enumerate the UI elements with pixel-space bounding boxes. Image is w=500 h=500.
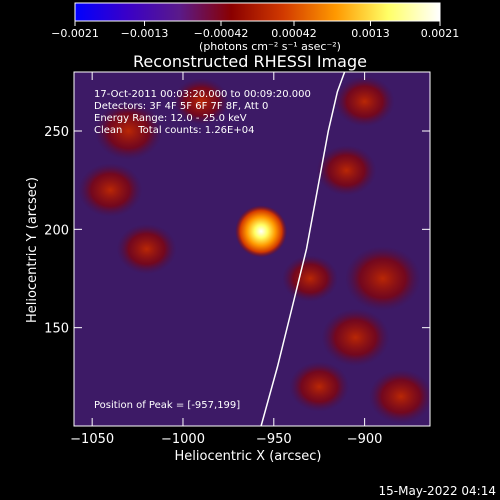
emission-blob (94, 102, 163, 160)
emission-blob (282, 255, 339, 302)
emission-blob (334, 76, 395, 127)
colorbar-tick-label: −0.0013 (121, 27, 169, 40)
emission-blob (368, 369, 430, 424)
colorbar-tick-label: 0.0021 (421, 27, 460, 40)
peak-source (235, 205, 288, 258)
x-tick-label: −1050 (70, 432, 114, 447)
colorbar-unit-label: (photons cm⁻² s⁻¹ asec⁻²) (199, 40, 341, 53)
colorbar-tick-label: −0.0021 (51, 27, 99, 40)
timestamp: 15-May-2022 04:14 (379, 484, 496, 498)
annotation-energy-range: Energy Range: 12.0 - 25.0 keV (94, 113, 247, 124)
annotation-detectors: Detectors: 3F 4F 5F 6F 7F 8F, Att 0 (94, 101, 268, 112)
x-axis-label: Heliocentric X (arcsec) (175, 449, 322, 464)
colorbar-ticks: −0.0021 −0.0013 −0.00042 0.00042 0.0013 0.002… (51, 21, 459, 40)
annotation-clean-counts: Clean Total counts: 1.26E+04 (94, 125, 254, 136)
colorbar-tick-label: 0.0013 (351, 27, 390, 40)
y-tick-label: 200 (44, 223, 69, 238)
x-tick-label: −900 (347, 432, 383, 447)
emission-blobs (78, 76, 430, 424)
plot-area (74, 72, 430, 426)
y-tick-label: 250 (44, 125, 69, 140)
x-axis-ticks: −1050 −1000 −950 −900 (70, 72, 382, 447)
y-axis-label: Heliocentric Y (arcsec) (25, 177, 40, 323)
emission-blob (344, 246, 421, 311)
plot-frame (73, 71, 431, 427)
y-tick-label: 150 (44, 322, 69, 337)
emission-blob (116, 223, 177, 275)
colorbar-tick-label: −0.00042 (194, 27, 249, 40)
annotation-peak-position: Position of Peak = [-957,199] (94, 400, 240, 411)
emission-blob (78, 163, 143, 217)
colorbar-tick-label: 0.00042 (271, 27, 317, 40)
emission-blob (173, 78, 230, 125)
chart-title: Reconstructed RHESSI Image (133, 52, 367, 71)
emission-blob (316, 145, 377, 196)
annotation-time-range: 17-Oct-2011 00:03:20.000 to 00:09:20.000 (94, 89, 311, 100)
y-axis-ticks: 150 200 250 (44, 125, 430, 337)
colorbar (74, 2, 441, 22)
emission-blob (289, 361, 350, 412)
emission-blob (321, 308, 390, 367)
solar-limb-curve (260, 72, 346, 426)
x-tick-label: −950 (256, 432, 292, 447)
x-tick-label: −1000 (161, 432, 205, 447)
